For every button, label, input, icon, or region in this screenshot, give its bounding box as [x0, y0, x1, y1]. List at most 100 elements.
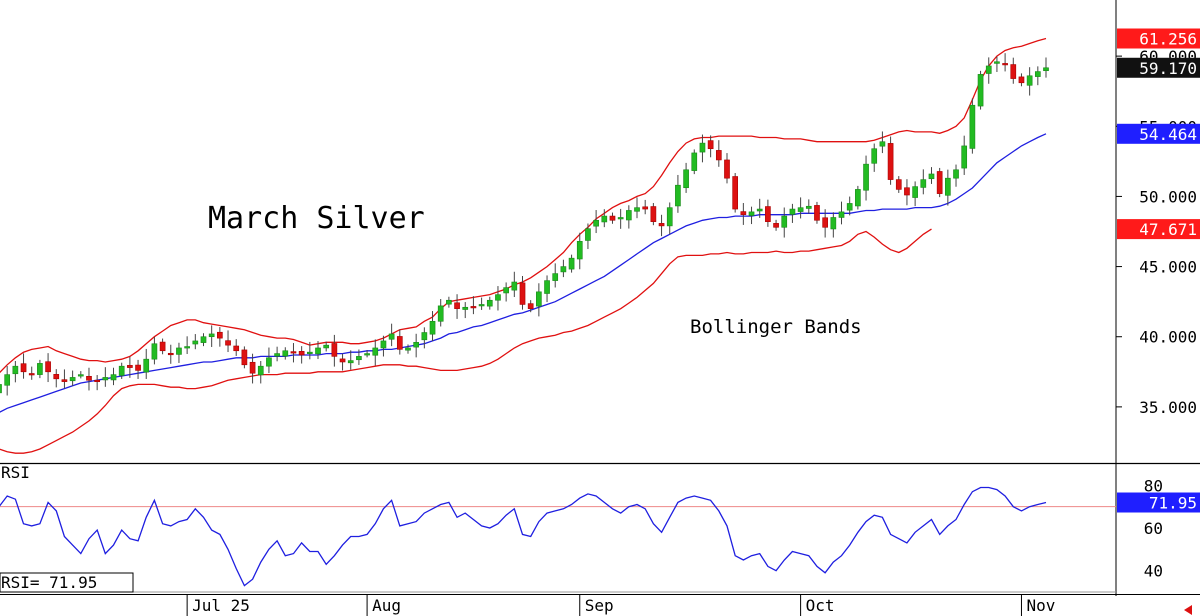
candle-body	[437, 305, 444, 322]
candle-body	[781, 215, 788, 228]
bollinger-lower-line	[0, 228, 932, 454]
candle	[904, 179, 910, 206]
candle	[200, 333, 207, 347]
candle	[118, 362, 125, 379]
candle-body	[699, 142, 706, 153]
candle	[830, 212, 837, 238]
candle	[1018, 73, 1025, 87]
candle-body	[1010, 64, 1017, 79]
candle	[446, 296, 452, 308]
candle-body	[691, 152, 698, 171]
candle	[1026, 67, 1033, 96]
candle	[503, 282, 509, 302]
candle	[274, 346, 280, 362]
candle	[94, 375, 100, 391]
candle	[86, 367, 92, 391]
candle	[732, 172, 739, 213]
candle-body	[871, 148, 878, 164]
candle-body	[527, 303, 534, 309]
scroll-left-icon	[1184, 605, 1192, 615]
candle	[339, 353, 346, 371]
price-tag: 61.256	[1117, 28, 1200, 49]
candle-body	[0, 384, 2, 394]
y-tick-label: 35.000	[1139, 398, 1197, 417]
candle-body	[642, 206, 649, 210]
candle	[429, 311, 436, 342]
candle-body	[724, 159, 730, 179]
candle	[347, 350, 354, 370]
candle	[863, 155, 869, 201]
x-tick-label: Aug	[372, 596, 401, 615]
candle	[945, 169, 951, 206]
candle	[969, 98, 976, 154]
candle-body	[356, 356, 362, 361]
candle	[184, 336, 190, 354]
candle-body	[568, 257, 575, 270]
candle	[331, 334, 338, 367]
candle-body	[69, 377, 76, 382]
candle-body	[396, 336, 403, 350]
candle	[879, 131, 886, 154]
candle-body	[37, 363, 43, 375]
candle-body	[936, 171, 943, 194]
candle	[912, 181, 918, 207]
candle-body	[4, 374, 11, 386]
candle	[437, 298, 444, 327]
candle	[601, 209, 608, 228]
candle-body	[675, 184, 681, 207]
price-tag: 54.464	[1117, 123, 1200, 144]
candle-body	[576, 241, 583, 260]
candle	[217, 327, 223, 347]
candle-body	[200, 336, 207, 343]
candle	[102, 367, 109, 387]
candle	[1010, 57, 1017, 84]
candle-body	[887, 143, 894, 180]
rsi-current-tag: 71.95	[1149, 494, 1197, 513]
candle	[127, 356, 133, 378]
candle	[511, 271, 518, 298]
candle-body	[405, 347, 411, 351]
candle-body	[1043, 67, 1049, 72]
candle	[568, 254, 575, 273]
candle-body	[748, 211, 755, 216]
rsi-tick-label: 80	[1144, 476, 1163, 495]
candle-body	[282, 350, 289, 357]
candle-body	[298, 351, 305, 356]
candle	[167, 344, 174, 364]
rsi-tick-label: 40	[1144, 562, 1163, 581]
candle-body	[486, 299, 493, 307]
candle	[306, 341, 313, 360]
candle-body	[249, 361, 256, 374]
candle	[1043, 57, 1049, 78]
candle-body	[969, 104, 976, 149]
candle-body	[110, 374, 117, 381]
candle	[388, 323, 395, 347]
candle	[298, 346, 305, 364]
x-tick-label: Jul 25	[192, 596, 250, 615]
candle	[421, 327, 428, 349]
candle	[69, 370, 76, 386]
candle	[781, 207, 788, 238]
candle-body	[1026, 75, 1033, 86]
price-tag: 59.170	[1117, 57, 1200, 78]
candle	[257, 360, 264, 384]
candle-body	[838, 211, 845, 218]
price-tag-label: 54.464	[1139, 125, 1197, 144]
candle	[364, 350, 370, 358]
candle-body	[495, 294, 501, 301]
candle	[486, 296, 493, 310]
rsi-label: RSI	[1, 463, 30, 482]
candle-body	[53, 374, 60, 380]
candle	[773, 219, 779, 231]
candle	[192, 334, 199, 350]
candle	[61, 369, 68, 389]
candle-body	[446, 299, 452, 305]
candle-body	[503, 287, 509, 294]
candle-body	[617, 217, 624, 220]
candle	[315, 341, 321, 360]
x-axis: Jul 25AugSepOctNovDec	[0, 594, 1200, 616]
candle-body	[683, 169, 689, 189]
candle	[715, 140, 722, 167]
candle-body	[634, 207, 640, 212]
candle	[495, 286, 501, 311]
